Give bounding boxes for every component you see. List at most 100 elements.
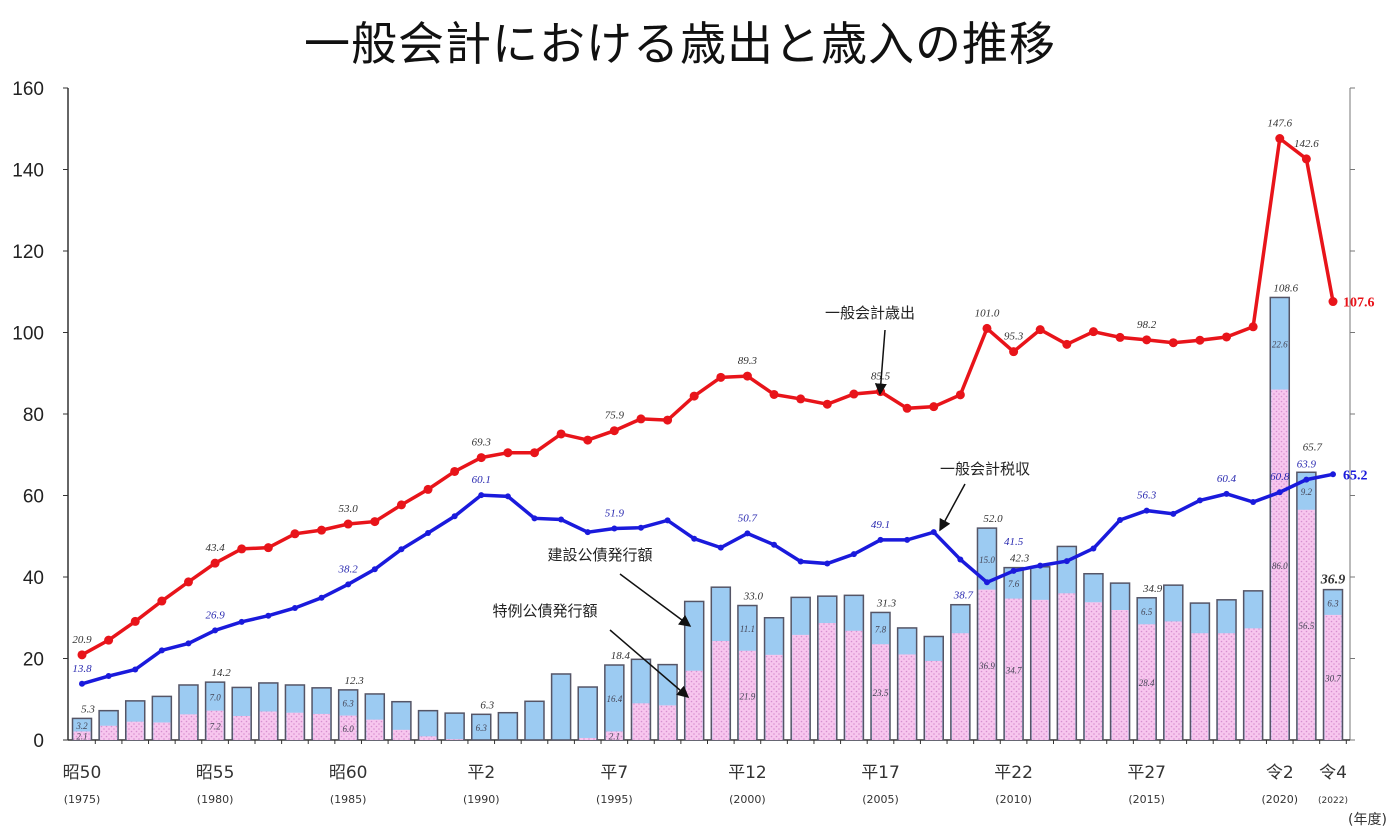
special-bond-bar — [392, 729, 410, 740]
special-label: 36.9 — [978, 661, 995, 671]
y-tick-label: 160 — [12, 79, 44, 100]
x-tick-label: 平27 — [1127, 763, 1166, 783]
bar-total-label: 31.3 — [876, 597, 897, 609]
construction-bond-annotation-arrow — [619, 573, 692, 627]
expenditure-point — [370, 517, 380, 527]
tax-revenue-annotation: 一般会計税収 — [940, 460, 1030, 478]
special-label: 2.1 — [609, 732, 620, 742]
special-bond-bar — [153, 722, 171, 740]
construction-bond-bar — [471, 713, 492, 741]
expenditure-point — [636, 414, 646, 424]
special-bond-bar — [685, 670, 703, 740]
special-bond-bar — [339, 715, 357, 740]
special-bond-bar — [446, 739, 464, 740]
expenditure-label: 147.6 — [1267, 118, 1292, 130]
y-tick-label: 140 — [12, 161, 44, 182]
special-bond-bar — [233, 715, 251, 740]
x-tick-year: (2005) — [862, 793, 899, 806]
x-tick-label: 昭60 — [329, 763, 368, 783]
y-tick-label: 120 — [12, 242, 44, 263]
expenditure-label: 142.6 — [1294, 138, 1319, 150]
x-tick-label: 平7 — [600, 763, 628, 783]
special-bond-bar — [818, 623, 836, 740]
expenditure-point — [210, 558, 220, 568]
expenditure-label: 69.3 — [472, 437, 492, 449]
expenditure-label: 98.2 — [1137, 319, 1157, 331]
special-label: 56.5 — [1299, 621, 1315, 631]
bar-total-label: 14.2 — [211, 667, 231, 679]
special-bond-bar — [872, 644, 890, 740]
expenditure-point — [1222, 332, 1232, 342]
y-tick-label: 100 — [12, 324, 44, 345]
tax-revenue-label: 38.2 — [338, 563, 359, 575]
construction-label: 7.8 — [875, 624, 887, 634]
x-tick-year: (2022) — [1318, 796, 1348, 806]
tax-revenue-point — [1143, 507, 1150, 514]
tax-revenue-point — [744, 530, 751, 537]
expenditure-point — [955, 390, 965, 400]
expenditure-point — [769, 389, 779, 399]
tax-revenue-point — [291, 604, 298, 611]
special-bond-bar — [1058, 593, 1076, 740]
expenditure-point — [1035, 325, 1045, 335]
expenditure-label: 75.9 — [605, 410, 625, 422]
special-bond-bar — [659, 705, 677, 740]
expenditure-label: 107.6 — [1343, 296, 1375, 311]
construction-label: 7.6 — [1008, 579, 1020, 589]
bar-total-label: 5.3 — [81, 703, 95, 715]
expenditure-point — [1115, 332, 1125, 342]
special-bond-bar — [1297, 509, 1315, 740]
tax-revenue-point — [371, 566, 378, 573]
labels: 5.33.22.114.27.07.212.36.36.06.36.318.41… — [72, 118, 1374, 742]
tax-revenue-label: 51.9 — [605, 508, 625, 520]
x-tick-year: (1985) — [330, 793, 367, 806]
expenditure-point — [583, 435, 593, 445]
special-bond-bar — [1005, 598, 1023, 740]
construction-label: 6.3 — [343, 699, 355, 709]
x-axis-label: (年度) — [1348, 812, 1387, 828]
expenditure-annotation-arrow — [874, 329, 887, 396]
expenditure-point — [290, 529, 300, 539]
expenditure-point — [1009, 347, 1019, 357]
construction-bond-bar — [444, 712, 465, 741]
tax-revenue-label: 56.3 — [1137, 490, 1157, 502]
special-bond-bar — [1164, 621, 1182, 740]
x-tick-year: (2010) — [995, 793, 1032, 806]
tax-revenue-label: 26.9 — [205, 609, 225, 621]
tax-revenue-point — [1037, 562, 1044, 569]
expenditure-point — [1142, 335, 1152, 345]
special-bond-bar — [179, 714, 197, 740]
tax-revenue-point — [1090, 545, 1097, 552]
construction-bond-bar — [524, 700, 545, 741]
chart-title: 一般会計における歳出と歳入の推移 — [304, 17, 1056, 71]
tax-revenue-point — [983, 579, 990, 586]
special-bond-bar — [313, 713, 331, 740]
tax-revenue-point — [717, 544, 724, 551]
expenditure-label: 89.3 — [738, 355, 758, 367]
special-bond-bar — [419, 736, 437, 740]
special-bond-bar — [579, 737, 597, 740]
tax-revenue-label: 60.4 — [1217, 473, 1237, 485]
special-bond-bar — [1218, 633, 1236, 740]
x-tick-year: (2015) — [1128, 793, 1165, 806]
expenditure-point — [1195, 335, 1205, 345]
expenditure-line — [81, 135, 1335, 657]
tax-revenue-point — [318, 594, 325, 601]
construction-bond-bar — [497, 711, 519, 741]
expenditure-point — [237, 544, 247, 554]
expenditure-point — [556, 429, 566, 439]
special-bond-bar — [1191, 633, 1209, 740]
tax-revenue-point — [584, 529, 591, 536]
tax-revenue-point — [451, 513, 458, 520]
special-label: 6.0 — [343, 724, 355, 734]
bar-total-label: 34.9 — [1142, 583, 1163, 595]
expenditure-point — [317, 525, 327, 535]
expenditure-point — [343, 519, 353, 529]
x-tick-label: 平12 — [728, 763, 767, 783]
tax-revenue-point — [771, 541, 778, 548]
construction-bond-bar — [417, 709, 439, 741]
tax-revenue-point — [79, 680, 85, 687]
special-bond-bar — [126, 721, 144, 740]
special-bond-bar — [366, 719, 384, 740]
tax-revenue-label: 41.5 — [1004, 536, 1024, 548]
